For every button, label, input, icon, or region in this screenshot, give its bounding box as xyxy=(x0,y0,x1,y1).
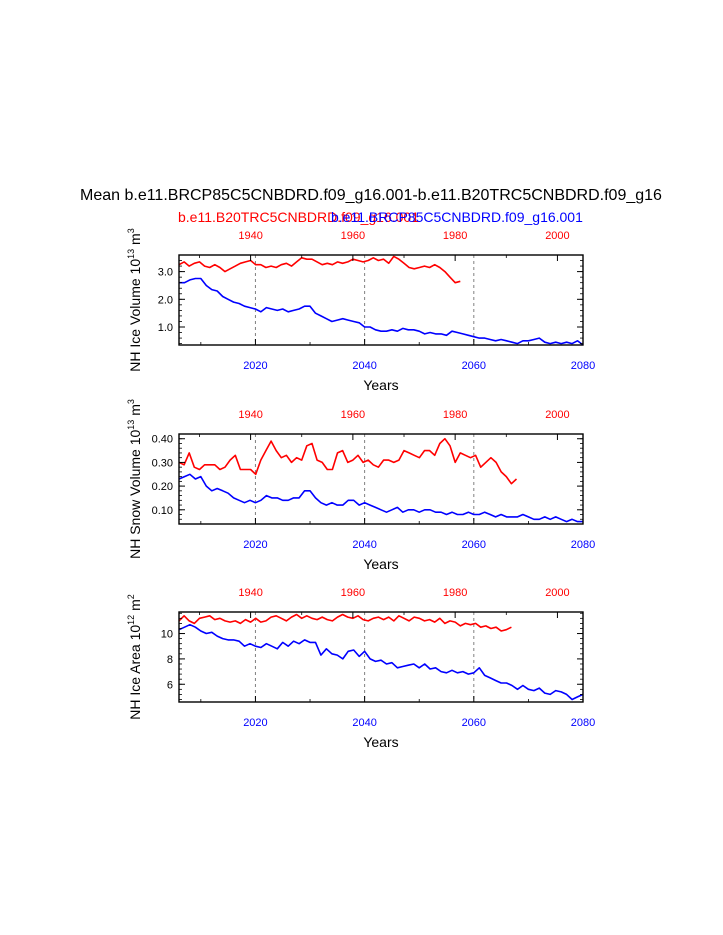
x-top-tick-label: 1960 xyxy=(341,409,365,421)
x-top-tick-label: 1960 xyxy=(341,230,365,242)
y-axis-label: NH Ice Area 1012 m2 xyxy=(126,594,143,720)
y-tick-label: 8 xyxy=(167,654,173,666)
x-bottom-tick-label: 2060 xyxy=(462,360,486,372)
x-bottom-tick-label: 2020 xyxy=(243,360,267,372)
x-top-tick-label: 1940 xyxy=(238,409,262,421)
x-bottom-tick-label: 2040 xyxy=(352,539,376,551)
x-axis-label: Years xyxy=(363,734,398,750)
x-axis-label: Years xyxy=(363,377,398,393)
series-line-blue xyxy=(178,473,583,523)
x-bottom-tick-label: 2060 xyxy=(462,539,486,551)
x-bottom-tick-label: 2040 xyxy=(352,360,376,372)
y-tick-label: 0.40 xyxy=(152,434,173,446)
x-axis-label: Years xyxy=(363,556,398,572)
x-top-tick-label: 1980 xyxy=(443,409,467,421)
y-tick-label: 2.0 xyxy=(158,294,173,306)
x-top-tick-label: 2000 xyxy=(545,409,569,421)
y-tick-label: 0.30 xyxy=(152,457,173,469)
x-bottom-tick-label: 2080 xyxy=(571,539,595,551)
plot-frame xyxy=(178,254,584,346)
y-tick-label: 0.10 xyxy=(152,505,173,517)
x-bottom-tick-label: 2080 xyxy=(571,360,595,372)
y-tick-label: 0.20 xyxy=(152,481,173,493)
x-bottom-tick-label: 2020 xyxy=(243,717,267,729)
x-top-tick-label: 1940 xyxy=(238,587,262,599)
x-top-tick-label: 2000 xyxy=(545,230,569,242)
y-tick-label: 10 xyxy=(161,629,173,641)
legend-red-label: b.e11.B20TRC5CNBDRD.f09_g16.001 xyxy=(178,209,419,225)
plot-frame xyxy=(178,611,584,703)
x-top-tick-label: 1960 xyxy=(341,587,365,599)
x-top-tick-label: 1940 xyxy=(238,230,262,242)
x-bottom-tick-label: 2060 xyxy=(462,717,486,729)
x-top-tick-label: 2000 xyxy=(545,587,569,599)
y-axis-label: NH Ice Volume 1013 m3 xyxy=(126,228,143,371)
x-bottom-tick-label: 2020 xyxy=(243,539,267,551)
chart-panel-2: 0.10 0.20 0.30 0.40 2020 2040 2060 2080 1940 1960… xyxy=(126,399,595,572)
x-bottom-tick-label: 2040 xyxy=(352,717,376,729)
figure-title: Mean b.e11.BRCP85C5CNBDRD.f09_g16.001-b.… xyxy=(80,187,662,204)
x-bottom-tick-label: 2080 xyxy=(571,717,595,729)
series-line-blue xyxy=(179,277,584,346)
x-top-tick-label: 1980 xyxy=(443,587,467,599)
series-line-red xyxy=(178,255,461,284)
plot-frame xyxy=(178,433,584,525)
y-axis-label: NH Snow Volume 1013 m3 xyxy=(126,399,143,559)
panels: 1.0 2.0 3.0 2020 2040 2060 2080 1940 1960 1980 200… xyxy=(126,228,595,750)
y-tick-label: 3.0 xyxy=(158,267,173,279)
legend-blue-label: b.e11.BRCP85C5CNBDRD.f09_g16.001 xyxy=(331,209,583,225)
series-line-red xyxy=(178,613,512,632)
y-tick-label: 1.0 xyxy=(158,322,173,334)
series-line-red xyxy=(178,437,518,485)
chart-panel-3: 6 8 10 2020 2040 2060 2080 1940 1960 1980 2000 Year… xyxy=(126,587,595,750)
chart-panel-1: 1.0 2.0 3.0 2020 2040 2060 2080 1940 1960 1980 200… xyxy=(126,228,595,393)
x-top-tick-label: 1980 xyxy=(443,230,467,242)
series-line-blue xyxy=(178,623,584,701)
y-tick-label: 6 xyxy=(167,679,173,691)
